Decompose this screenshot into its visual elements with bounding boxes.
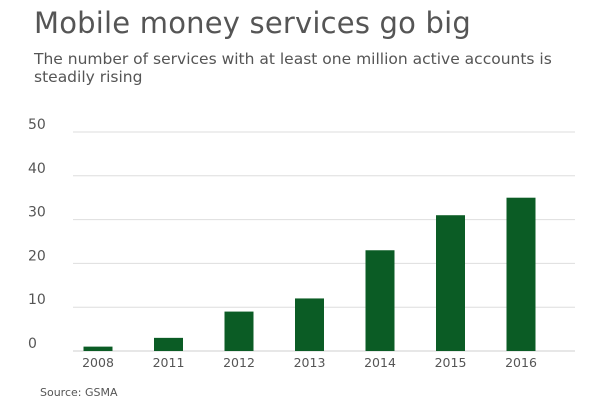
x-tick-label: 2013 — [294, 355, 326, 370]
y-tick-label: 20 — [28, 248, 46, 264]
x-tick-label: 2011 — [153, 355, 185, 370]
y-tick-label: 0 — [28, 336, 37, 352]
y-tick-labels: 0 10 20 30 40 50 — [28, 117, 46, 352]
bar-2014 — [365, 250, 395, 351]
bar-2016 — [506, 197, 536, 351]
x-tick-label: 2016 — [505, 355, 537, 370]
bar-2015 — [436, 215, 465, 351]
y-tick-label: 10 — [28, 292, 46, 308]
x-tick-label: 2012 — [223, 355, 255, 370]
y-tick-label: 30 — [28, 205, 46, 221]
source-note: Source: GSMA — [40, 386, 118, 399]
x-tick-label: 2008 — [82, 355, 114, 370]
bar-2008 — [83, 346, 113, 351]
bar-2012 — [224, 311, 254, 351]
x-tick-labels: 2008 2011 2012 2013 2014 2015 2016 — [82, 355, 537, 370]
chart-title: Mobile money services go big — [34, 6, 471, 40]
y-tick-label: 50 — [28, 117, 46, 133]
y-tick-label: 40 — [28, 161, 46, 177]
bars — [83, 197, 536, 351]
bar-2011 — [154, 337, 183, 351]
x-tick-label: 2015 — [435, 355, 467, 370]
x-tick-label: 2014 — [364, 355, 396, 370]
chart-subtitle: The number of services with at least one… — [34, 50, 552, 86]
bar-2013 — [295, 298, 324, 351]
